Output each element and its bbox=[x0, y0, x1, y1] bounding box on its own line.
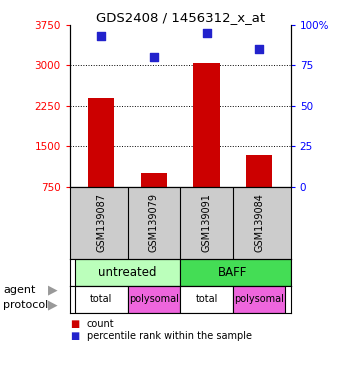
Text: agent: agent bbox=[3, 285, 36, 295]
Point bbox=[256, 46, 262, 52]
Point bbox=[151, 54, 157, 60]
Text: GSM139084: GSM139084 bbox=[254, 194, 264, 252]
Text: count: count bbox=[87, 319, 114, 329]
Bar bbox=[88, 98, 115, 187]
Bar bbox=[75, 286, 128, 313]
Bar bbox=[180, 259, 291, 286]
Text: total: total bbox=[195, 295, 218, 305]
Text: GSM139087: GSM139087 bbox=[96, 194, 106, 252]
Text: percentile rank within the sample: percentile rank within the sample bbox=[87, 331, 252, 341]
Text: ▶: ▶ bbox=[48, 299, 57, 312]
Text: GSM139079: GSM139079 bbox=[149, 194, 159, 252]
Bar bbox=[75, 259, 180, 286]
Text: ■: ■ bbox=[70, 319, 79, 329]
Text: BAFF: BAFF bbox=[218, 266, 248, 279]
Text: total: total bbox=[90, 295, 113, 305]
Text: ■: ■ bbox=[70, 331, 79, 341]
Bar bbox=[180, 286, 233, 313]
Text: protocol: protocol bbox=[3, 300, 49, 310]
Bar bbox=[193, 63, 220, 187]
Point bbox=[99, 33, 104, 40]
Text: polysomal: polysomal bbox=[234, 295, 284, 305]
Bar bbox=[141, 174, 167, 187]
Text: GSM139091: GSM139091 bbox=[202, 194, 211, 252]
Point bbox=[204, 30, 209, 36]
Text: polysomal: polysomal bbox=[129, 295, 179, 305]
Text: ▶: ▶ bbox=[48, 283, 57, 296]
Bar bbox=[128, 286, 180, 313]
Text: untreated: untreated bbox=[98, 266, 157, 279]
Title: GDS2408 / 1456312_x_at: GDS2408 / 1456312_x_at bbox=[96, 11, 265, 24]
Bar bbox=[233, 286, 286, 313]
Bar bbox=[246, 154, 272, 187]
